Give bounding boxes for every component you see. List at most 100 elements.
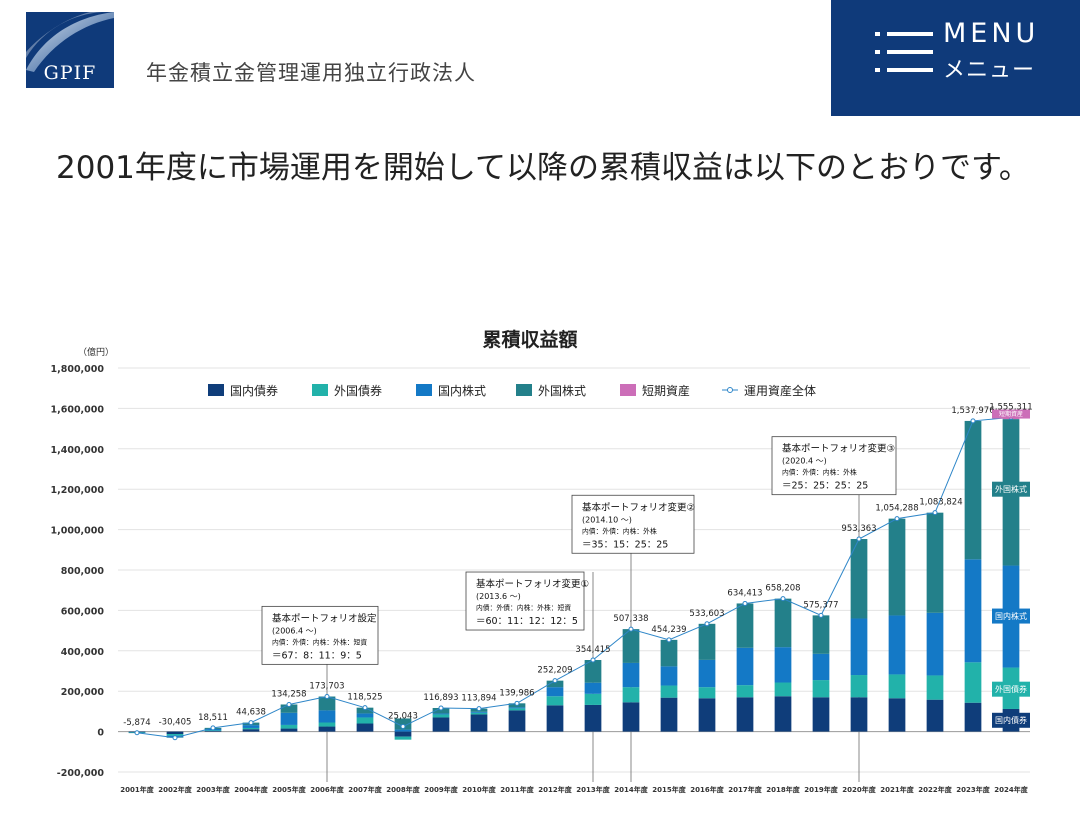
bar-segment — [660, 666, 678, 686]
bar-segment — [774, 647, 792, 683]
total-assets-point — [514, 700, 520, 706]
annotation-ratio: ＝60：11：12：12：5 — [476, 616, 578, 627]
bar-tag-label: 外国株式 — [995, 484, 1027, 494]
bar-segment — [508, 707, 526, 709]
annotation-ratio: ＝25：25：25：25 — [782, 481, 868, 492]
bar-segment — [470, 712, 488, 715]
bar-segment — [166, 734, 184, 736]
legend-label: 運用資産全体 — [744, 383, 816, 398]
legend-line-marker — [727, 387, 733, 393]
bar-segment — [698, 623, 716, 660]
total-assets-point — [476, 706, 482, 712]
total-assets-label: 575,377 — [803, 600, 838, 610]
x-tick-label: 2017年度 — [728, 785, 762, 794]
bar-segment — [622, 629, 640, 663]
annotation-period: (2014.10 ～) — [582, 515, 632, 524]
total-assets-point — [210, 725, 216, 731]
bar-segment — [318, 696, 336, 711]
total-assets-label: 953,363 — [841, 524, 876, 534]
bar-segment — [584, 704, 602, 732]
annotation-box — [571, 494, 695, 554]
bar-segment — [508, 708, 526, 711]
total-assets-label: 1,537,976 — [951, 406, 994, 416]
x-tick-label: 2013年度 — [576, 785, 610, 794]
annotation-ratio: ＝67：8：11：9：5 — [272, 650, 362, 661]
legend-label: 国内株式 — [438, 383, 486, 398]
bar-segment — [964, 559, 982, 663]
hamburger-icon — [875, 28, 933, 76]
bar-segment — [812, 680, 830, 698]
bar-segment — [356, 713, 374, 718]
total-assets-point — [628, 626, 634, 632]
logo-emblem — [26, 12, 114, 72]
total-assets-label: 634,413 — [727, 588, 762, 598]
bar-segment — [280, 712, 298, 725]
bar-segment — [394, 718, 412, 730]
total-assets-point — [818, 612, 824, 618]
total-assets-point — [172, 735, 178, 741]
annotation-title: 基本ポートフォリオ設定 — [272, 612, 377, 624]
bar-segment — [280, 724, 298, 729]
total-assets-label: 173,703 — [309, 682, 344, 692]
x-tick-label: 2009年度 — [424, 785, 458, 794]
bar-segment — [660, 639, 678, 667]
bar-segment — [546, 680, 564, 688]
total-assets-label: 1,555,311 — [989, 402, 1032, 412]
y-tick-label: 600,000 — [61, 606, 105, 617]
x-tick-label: 2004年度 — [234, 785, 268, 794]
y-axis-unit: （億円） — [78, 346, 114, 358]
bar-segment — [622, 702, 640, 732]
bar-segment — [432, 713, 450, 715]
bar-segment — [850, 697, 868, 732]
bar-segment — [204, 730, 222, 731]
menu-button[interactable]: MENU メニュー — [831, 0, 1080, 116]
bar-tag-label: 国内株式 — [995, 611, 1027, 621]
bar-segment — [774, 598, 792, 648]
total-assets-point — [666, 637, 672, 643]
total-assets-label: -5,874 — [123, 718, 150, 728]
bar-segment — [774, 696, 792, 732]
annotation-legend: 内債：外債：内株：外株 — [582, 526, 657, 535]
total-assets-point — [286, 701, 292, 707]
bar-segment — [698, 687, 716, 699]
bar-segment — [850, 618, 868, 676]
bar-segment — [812, 653, 830, 681]
bar-segment — [470, 714, 488, 732]
bar-segment — [318, 726, 336, 732]
total-assets-point — [932, 510, 938, 516]
bar-tag-domestic_bonds — [992, 712, 1030, 728]
legend-label: 外国株式 — [538, 383, 586, 398]
bar-segment — [166, 731, 184, 735]
logo-text: GPIF — [43, 62, 97, 84]
bar-segment — [698, 698, 716, 732]
org-name: 年金積立金管理運用独立行政法人 — [146, 61, 476, 85]
total-assets-label: 139,986 — [499, 688, 534, 698]
bar-segment — [394, 736, 412, 740]
bar-segment — [888, 698, 906, 732]
bar-segment — [584, 693, 602, 705]
total-assets-point — [552, 678, 558, 684]
bar-segment — [812, 615, 830, 654]
x-tick-label: 2014年度 — [614, 785, 648, 794]
total-assets-label: 658,208 — [765, 584, 800, 594]
total-assets-label: 113,894 — [461, 694, 496, 704]
total-assets-label: 252,209 — [537, 666, 572, 676]
bar-tag-label: 国内債券 — [995, 715, 1027, 725]
y-tick-label: 0 — [97, 728, 104, 739]
total-assets-label: 533,603 — [689, 609, 724, 619]
bar-segment — [964, 662, 982, 703]
total-assets-point — [894, 516, 900, 522]
bar-segment — [622, 662, 640, 688]
gpif-logo[interactable]: GPIF — [26, 12, 114, 88]
cumulative-returns-chart: 累積収益額 （億円） -200,000 0 200,000 400,000 600,000 8… — [51, 328, 1033, 794]
y-tick-label: 800,000 — [61, 566, 105, 577]
x-tick-label: 2020年度 — [842, 785, 876, 794]
legend-label: 短期資産 — [642, 383, 690, 398]
intro-text: 2001年度に市場運用を開始して以降の累積収益は以下のとおりです。 — [56, 150, 1030, 186]
legend-label: 外国債券 — [334, 383, 382, 398]
y-tick-label: 1,000,000 — [51, 526, 105, 537]
bar-segment — [926, 675, 944, 700]
bar-segment — [470, 711, 488, 713]
x-tick-label: 2001年度 — [120, 785, 154, 794]
total-assets-label: 354,415 — [575, 645, 610, 655]
